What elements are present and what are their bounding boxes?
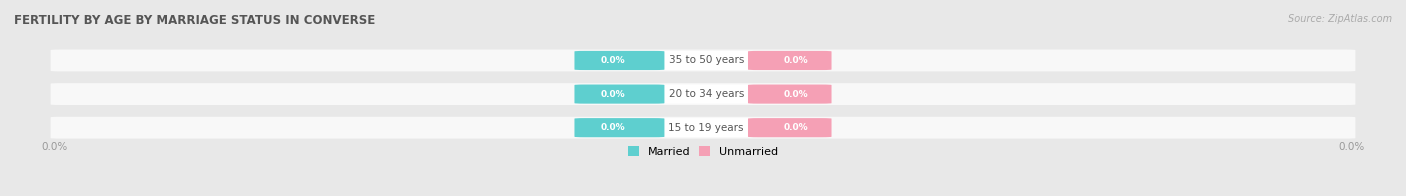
FancyBboxPatch shape	[575, 118, 665, 137]
Text: 0.0%: 0.0%	[785, 123, 808, 132]
FancyBboxPatch shape	[51, 50, 1355, 71]
Text: 35 to 50 years: 35 to 50 years	[668, 55, 744, 65]
FancyBboxPatch shape	[51, 83, 1355, 105]
Text: Source: ZipAtlas.com: Source: ZipAtlas.com	[1288, 14, 1392, 24]
Text: FERTILITY BY AGE BY MARRIAGE STATUS IN CONVERSE: FERTILITY BY AGE BY MARRIAGE STATUS IN C…	[14, 14, 375, 27]
Text: 0.0%: 0.0%	[1339, 142, 1365, 152]
Text: 0.0%: 0.0%	[785, 56, 808, 65]
FancyBboxPatch shape	[748, 84, 831, 104]
FancyBboxPatch shape	[575, 51, 831, 70]
Text: 20 to 34 years: 20 to 34 years	[668, 89, 744, 99]
Text: 0.0%: 0.0%	[41, 142, 67, 152]
Legend: Married, Unmarried: Married, Unmarried	[627, 146, 779, 157]
FancyBboxPatch shape	[575, 51, 665, 70]
FancyBboxPatch shape	[748, 118, 831, 137]
Text: 0.0%: 0.0%	[600, 90, 626, 99]
Text: 15 to 19 years: 15 to 19 years	[668, 123, 744, 133]
FancyBboxPatch shape	[575, 84, 665, 104]
Text: 0.0%: 0.0%	[600, 56, 626, 65]
FancyBboxPatch shape	[51, 117, 1355, 139]
Text: 0.0%: 0.0%	[600, 123, 626, 132]
FancyBboxPatch shape	[748, 51, 831, 70]
Text: 0.0%: 0.0%	[785, 90, 808, 99]
FancyBboxPatch shape	[575, 118, 831, 137]
FancyBboxPatch shape	[575, 84, 831, 104]
